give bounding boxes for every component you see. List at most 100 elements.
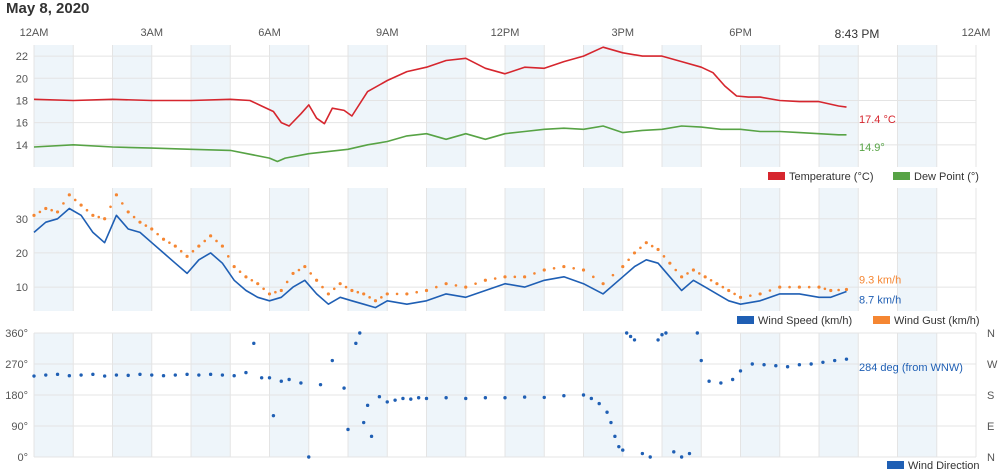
wind-gust-point bbox=[279, 288, 283, 293]
wind-direction-point bbox=[232, 374, 236, 378]
wind-gust-point bbox=[368, 296, 371, 299]
wind-gust-point bbox=[244, 275, 248, 279]
wind-gust-point bbox=[768, 289, 772, 292]
wind-gust-point bbox=[721, 285, 725, 289]
page-title: May 8, 2020 bbox=[6, 0, 90, 17]
wind-gust-point bbox=[674, 268, 678, 272]
wind-gust-point bbox=[179, 249, 183, 253]
y-tick-label: 360° bbox=[5, 328, 28, 340]
wind-gust-point bbox=[161, 237, 166, 241]
wind-gust-point bbox=[356, 290, 360, 294]
wind-speed-line bbox=[33, 207, 847, 309]
wind-gust-point bbox=[150, 227, 154, 231]
y-tick-label: 22 bbox=[16, 51, 28, 63]
wind-gust-point bbox=[297, 268, 301, 272]
wind-direction-point bbox=[483, 396, 488, 400]
time-band bbox=[348, 188, 388, 311]
wind-direction-point bbox=[617, 444, 621, 449]
y-tick-label: 180° bbox=[5, 390, 28, 402]
legend-temperature-label: Temperature (°C) bbox=[789, 171, 873, 183]
legend-dewpoint-label: Dew Point (°) bbox=[914, 171, 979, 183]
wind-direction-point bbox=[114, 373, 119, 377]
wind-gust-point bbox=[435, 285, 438, 289]
y-tick-label: 90° bbox=[11, 421, 28, 433]
wind-direction-point bbox=[628, 334, 633, 339]
wind-gust-point bbox=[837, 288, 840, 292]
time-band bbox=[505, 45, 545, 167]
wind-gust-point bbox=[67, 193, 71, 197]
time-band bbox=[426, 188, 466, 311]
wind-direction-point bbox=[279, 379, 283, 383]
wind-gust-point bbox=[168, 241, 171, 244]
wind-direction-point bbox=[55, 372, 60, 377]
wind-gust-point bbox=[114, 193, 119, 197]
wind-gust-point bbox=[309, 272, 313, 275]
wind-direction-point bbox=[409, 397, 413, 401]
wind-gust-point bbox=[121, 202, 124, 205]
wind-gust-point bbox=[738, 295, 743, 299]
wind-gust-point bbox=[405, 292, 409, 296]
wind-direction-point bbox=[424, 396, 429, 401]
labels-layer: 12AM 3AM 6AM 9AM 12PM 3PM 6PM 12AM 8:43 PM 14 16 18… bbox=[5, 27, 998, 464]
wind-gust-point bbox=[788, 285, 791, 289]
wind-gust-point bbox=[644, 241, 648, 245]
wind-gust-point bbox=[697, 272, 701, 275]
wind-direction-point bbox=[173, 373, 177, 377]
wind-direction-point bbox=[244, 370, 248, 375]
wind-direction-point bbox=[385, 400, 389, 404]
compass-tick-label: W bbox=[987, 359, 998, 371]
current-time-label: 8:43 PM bbox=[835, 27, 880, 41]
wind-direction-point bbox=[464, 396, 468, 401]
wind-direction-point bbox=[503, 396, 507, 400]
wind-direction-point bbox=[844, 357, 849, 361]
wind-direction-point bbox=[185, 372, 189, 377]
wind-gust-point bbox=[415, 290, 418, 294]
wind-gust-point bbox=[55, 210, 60, 214]
x-tick-label: 12PM bbox=[491, 27, 520, 39]
wind-gust-point bbox=[326, 292, 330, 296]
wind-gust-point bbox=[285, 280, 289, 284]
y-tick-label: 20 bbox=[16, 73, 28, 85]
wind-direction-point bbox=[369, 434, 374, 439]
wind-direction-point bbox=[762, 362, 766, 367]
legend-wind-speed-label: Wind Speed (km/h) bbox=[758, 315, 852, 327]
wind-direction-point bbox=[664, 331, 668, 335]
wind-direction-point bbox=[640, 451, 645, 456]
wind-direction-point bbox=[150, 373, 154, 377]
wind-gust-point bbox=[572, 266, 575, 270]
wind-gust-point bbox=[650, 244, 654, 248]
wind-direction-point bbox=[252, 341, 256, 346]
wind-direction-point bbox=[138, 372, 142, 377]
wind-gust-point bbox=[727, 288, 731, 293]
time-band bbox=[34, 45, 74, 167]
wind-gust-point bbox=[291, 271, 295, 276]
wind-direction-point bbox=[621, 448, 625, 452]
wind-speed-current-label: 8.7 km/h bbox=[859, 295, 901, 307]
wind-gust-point bbox=[380, 296, 383, 299]
wind-gust-point bbox=[662, 255, 666, 258]
wind-gust-point bbox=[350, 288, 354, 293]
wind-gust-point bbox=[627, 258, 630, 262]
wind-gust-point bbox=[749, 294, 752, 297]
x-tick-label: 6AM bbox=[258, 27, 281, 39]
wind-gust-point bbox=[126, 210, 130, 214]
wind-gust-point bbox=[50, 208, 53, 212]
wind-gust-point bbox=[464, 285, 468, 289]
time-band bbox=[662, 188, 702, 311]
wind-gust-point bbox=[493, 277, 497, 280]
dewpoint-line bbox=[33, 125, 847, 163]
wind-gust-point bbox=[97, 215, 101, 219]
temperature-line bbox=[33, 46, 847, 127]
wind-gust-point bbox=[503, 275, 507, 279]
y-tick-label: 30 bbox=[16, 214, 28, 226]
wind-gust-point bbox=[444, 282, 448, 286]
time-band bbox=[583, 188, 623, 311]
x-tick-label: 12AM bbox=[962, 27, 991, 39]
time-band bbox=[191, 188, 231, 311]
wind-direction-point bbox=[197, 373, 201, 377]
legend-wind-gust-swatch bbox=[873, 316, 890, 324]
wind-gust-point bbox=[807, 285, 811, 289]
wind-gust-point bbox=[715, 282, 719, 286]
compass-tick-label: S bbox=[987, 390, 994, 402]
